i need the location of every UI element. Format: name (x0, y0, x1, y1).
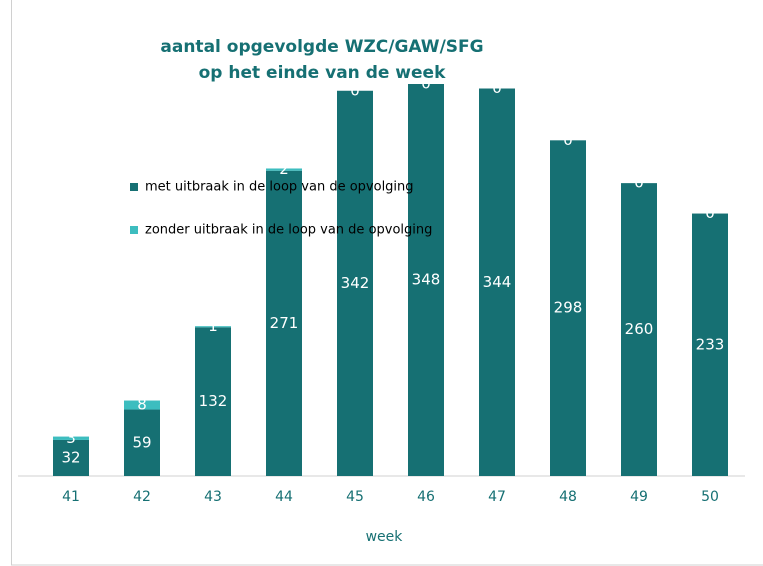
bar-segment (53, 436, 89, 440)
data-label: 3 (66, 429, 76, 447)
chart-frame (11, 0, 763, 566)
x-tick-label: 50 (701, 489, 719, 505)
data-label: 342 (341, 274, 370, 292)
x-tick-label: 42 (133, 489, 151, 505)
x-tick-label: 44 (275, 489, 293, 505)
bar-segment (195, 327, 231, 476)
bar-segment (692, 213, 728, 477)
bar-segment (408, 84, 444, 476)
bar-segment (266, 168, 302, 171)
data-label: 0 (634, 174, 644, 192)
data-label: 0 (421, 75, 431, 93)
data-label: 2 (279, 160, 289, 178)
legend-swatch (130, 226, 138, 234)
bar-segment (621, 183, 657, 476)
data-label: 348 (412, 271, 441, 289)
x-tick-label: 45 (346, 489, 364, 505)
data-label: 260 (625, 320, 654, 338)
legend-swatch (130, 183, 138, 191)
bar-segment (124, 409, 160, 476)
bar-segment (479, 88, 515, 477)
bar-segment (266, 170, 302, 476)
data-label: 0 (350, 81, 360, 99)
legend-label: met uitbraak in de loop van de opvolging (145, 180, 414, 195)
legend-label: zonder uitbraak in de loop van de opvolg… (145, 223, 432, 238)
bar-segment (53, 439, 89, 476)
data-label: 0 (705, 204, 715, 222)
data-label: 59 (132, 433, 151, 451)
x-tick-label: 48 (559, 489, 577, 505)
data-label: 1 (208, 317, 218, 335)
chart-title: op het einde van de week (199, 63, 446, 83)
data-label: 8 (137, 396, 147, 414)
x-tick-label: 49 (630, 489, 648, 505)
data-label: 0 (563, 131, 573, 149)
data-label: 32 (61, 448, 80, 466)
x-tick-label: 43 (204, 489, 222, 505)
bar-segment (124, 400, 160, 410)
bar-segment (337, 90, 373, 477)
x-axis-title: week (366, 529, 404, 545)
chart-title: aantal opgevolgde WZC/GAW/SFG (160, 37, 483, 57)
data-label: 298 (554, 299, 583, 317)
data-label: 344 (483, 273, 512, 291)
x-tick-label: 47 (488, 489, 506, 505)
data-label: 271 (270, 314, 299, 332)
data-label: 0 (492, 79, 502, 97)
data-label: 233 (696, 335, 725, 353)
x-tick-label: 46 (417, 489, 435, 505)
x-tick-label: 41 (62, 489, 80, 505)
data-label: 132 (199, 392, 228, 410)
bar-segment (550, 140, 586, 476)
bar-segment (195, 326, 231, 328)
